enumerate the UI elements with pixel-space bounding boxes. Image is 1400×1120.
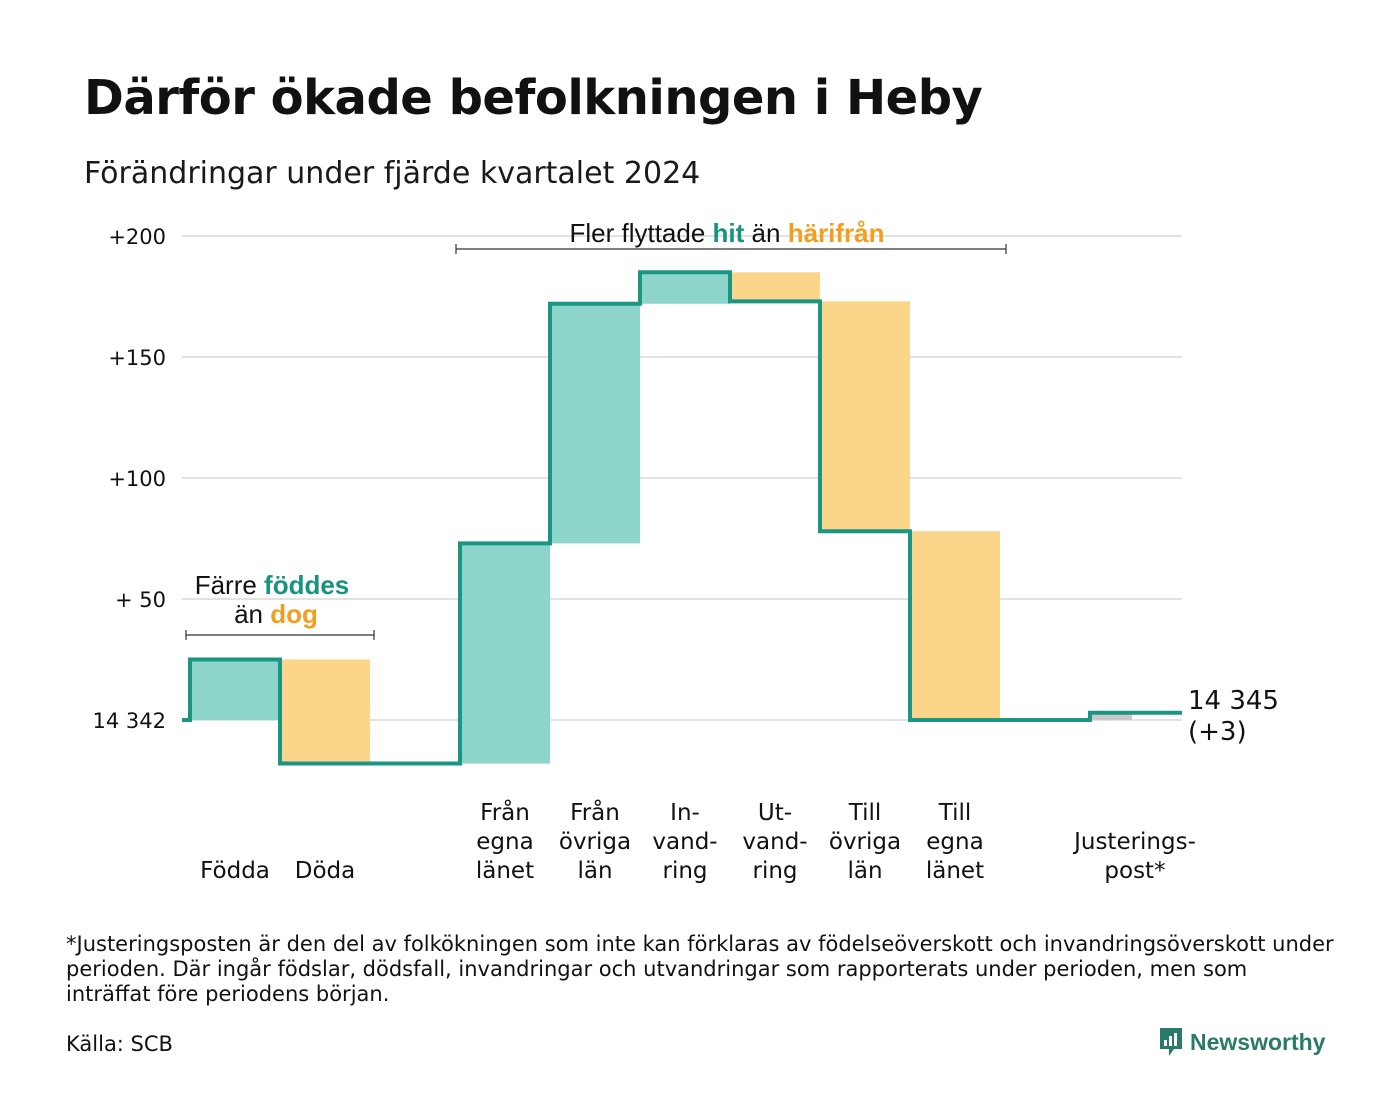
category-label-invandring: In- bbox=[670, 800, 700, 826]
bars bbox=[190, 272, 1132, 764]
end-value-label: 14 345 bbox=[1188, 686, 1279, 716]
bar-till-egna-lanet bbox=[910, 531, 1000, 720]
chart-title: Därför ökade befolkningen i Heby bbox=[84, 70, 983, 126]
y-tick-label: +100 bbox=[108, 467, 166, 491]
category-label-fran-ovriga-lan: län bbox=[577, 858, 612, 884]
category-label-fran-ovriga-lan: övriga bbox=[559, 829, 631, 855]
births-annotation-line2: än dog bbox=[234, 599, 318, 629]
y-tick-label: +200 bbox=[108, 225, 166, 249]
bar-fran-ovriga-lan bbox=[550, 303, 640, 544]
source-credit: Källa: SCB bbox=[66, 1032, 173, 1056]
category-label-invandring: vand- bbox=[652, 829, 717, 855]
category-label-fran-ovriga-lan: Från bbox=[570, 798, 620, 826]
waterfall-chart: + 50+100+150+200 Födda DödaFrånegnalänetF… bbox=[93, 218, 1279, 884]
category-label-till-egna-lanet: egna bbox=[926, 829, 983, 855]
end-change-label: (+3) bbox=[1188, 717, 1247, 747]
bar-invandring bbox=[640, 272, 730, 304]
births-annotation-line1: Färre föddes bbox=[195, 570, 350, 600]
y-tick-label: + 50 bbox=[115, 588, 166, 612]
chart-subtitle: Förändringar under fjärde kvartalet 2024 bbox=[84, 156, 701, 191]
brand-name: Newsworthy bbox=[1190, 1028, 1326, 1055]
category-label-fodda: Födda bbox=[200, 858, 270, 884]
category-label-utvandring: Ut- bbox=[758, 800, 792, 826]
newsworthy-logo-icon bbox=[1160, 1028, 1182, 1056]
migration-annotation: Fler flyttade hit än härifrån bbox=[569, 218, 884, 248]
annotations: Färre föddes än dog Fler flyttade hit än… bbox=[185, 218, 1007, 640]
bar-utvandring bbox=[730, 272, 820, 302]
grid-lines bbox=[182, 235, 1182, 721]
y-axis-start-label: 14 342 bbox=[93, 709, 166, 733]
category-label-justeringspost: Justerings- bbox=[1072, 829, 1196, 855]
footnote: *Justeringsposten är den del av folkökni… bbox=[66, 932, 1334, 1006]
category-label-invandring: ring bbox=[662, 858, 707, 884]
category-label-utvandring: vand- bbox=[742, 829, 807, 855]
category-label-utvandring: ring bbox=[752, 858, 797, 884]
category-label-fran-egna-lanet: Från bbox=[480, 798, 530, 826]
category-label-till-egna-lanet: Till bbox=[938, 800, 972, 826]
category-label-fran-egna-lanet: egna bbox=[476, 829, 533, 855]
brand-logo: Newsworthy bbox=[1158, 1026, 1325, 1058]
category-label-till-ovriga-lan: län bbox=[847, 858, 882, 884]
y-tick-label: +150 bbox=[108, 346, 166, 370]
bar-doda bbox=[280, 659, 370, 764]
bar-till-ovriga-lan bbox=[820, 301, 910, 532]
bar-fodda bbox=[190, 659, 280, 720]
category-label-fran-egna-lanet: länet bbox=[476, 858, 534, 884]
bar-fran-egna-lanet bbox=[460, 543, 550, 764]
category-label-till-egna-lanet: länet bbox=[926, 858, 984, 884]
cumulative-step-line bbox=[182, 270, 1182, 766]
step-line-layer bbox=[182, 270, 1182, 766]
category-label-justeringspost: post* bbox=[1104, 858, 1165, 884]
category-label-doda: Döda bbox=[295, 858, 355, 884]
y-axis-ticks: + 50 +100 +150 +200 bbox=[108, 225, 166, 612]
category-labels: Födda Döda Från egna länet Från övriga län In-va… bbox=[200, 798, 1196, 884]
bar-justeringspost bbox=[1092, 712, 1132, 720]
category-label-till-ovriga-lan: Till bbox=[848, 800, 882, 826]
category-label-till-ovriga-lan: övriga bbox=[829, 829, 901, 855]
